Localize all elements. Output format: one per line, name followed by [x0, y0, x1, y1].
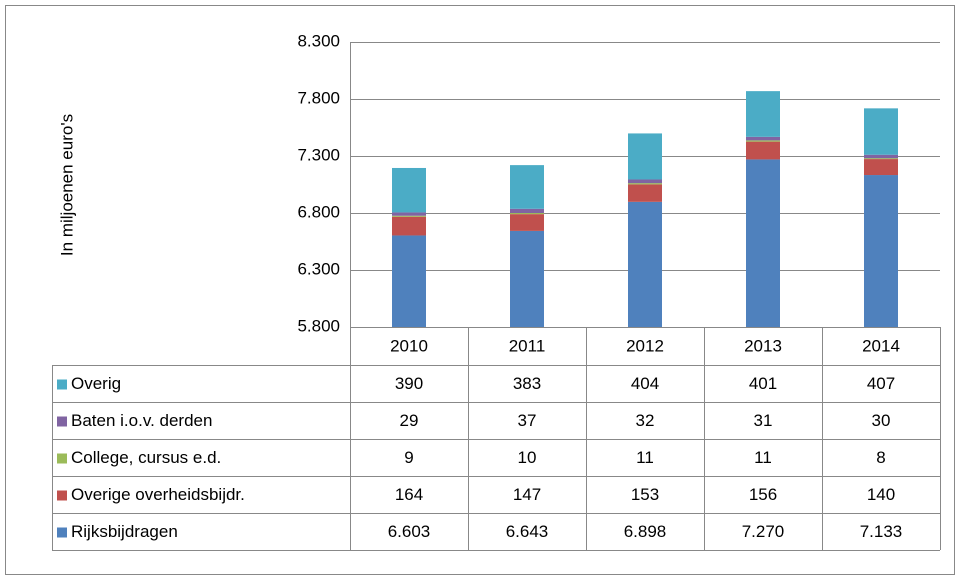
data-label: 390	[395, 374, 423, 393]
data-label: 153	[631, 485, 659, 504]
legend-label: Overige overheidsbijdr.	[71, 485, 245, 504]
data-label: 164	[395, 485, 423, 504]
bar-segment	[864, 158, 898, 160]
data-label: 7.133	[860, 522, 903, 541]
bar-segment	[746, 91, 780, 137]
bar-segment	[392, 167, 426, 213]
bar-segment	[510, 165, 544, 209]
data-label: 29	[400, 411, 419, 430]
bar-segment	[628, 179, 662, 184]
bar-segment	[628, 201, 662, 327]
x-tick-label: 2013	[744, 336, 782, 355]
y-tick-label: 5.800	[297, 316, 340, 335]
data-label: 11	[754, 448, 772, 467]
data-label: 32	[636, 411, 655, 430]
y-axis-title: In miljoenen euro's	[57, 114, 76, 256]
legend-label: College, cursus e.d.	[71, 448, 221, 467]
bar-segment	[864, 108, 898, 155]
data-label: 8	[876, 448, 885, 467]
y-tick-label: 6.300	[297, 259, 340, 278]
x-tick-label: 2010	[390, 336, 428, 355]
x-tick-label: 2011	[509, 336, 546, 355]
legend-label: Baten i.o.v. derden	[71, 411, 212, 430]
data-label: 6.898	[624, 522, 667, 541]
x-tick-label: 2014	[862, 336, 900, 355]
legend-label: Rijksbijdragen	[71, 522, 178, 541]
bar-segment	[392, 216, 426, 236]
data-label: 404	[631, 374, 659, 393]
bar-segment	[628, 133, 662, 180]
data-label: 10	[518, 448, 537, 467]
y-tick-label: 8.300	[297, 31, 340, 50]
bar-segment	[392, 235, 426, 327]
bar-segment	[746, 159, 780, 327]
legend-key	[57, 379, 67, 390]
chart-border	[5, 5, 955, 575]
data-label: 6.603	[388, 522, 431, 541]
legend-key	[57, 490, 67, 501]
bar-segment	[510, 213, 544, 215]
bar-segment	[746, 140, 780, 142]
data-label: 6.643	[506, 522, 549, 541]
data-label: 407	[867, 374, 895, 393]
bar-segment	[864, 154, 898, 159]
data-label: 30	[872, 411, 891, 430]
legend-label: Overig	[71, 374, 121, 393]
data-label: 37	[518, 411, 537, 430]
legend-key	[57, 527, 67, 538]
x-tick-label: 2012	[626, 336, 664, 355]
data-label: 156	[749, 485, 777, 504]
data-label: 383	[513, 374, 541, 393]
legend-key	[57, 416, 67, 427]
data-label: 401	[749, 374, 777, 393]
bar-segment	[864, 159, 898, 176]
legend-key	[57, 453, 67, 464]
bar-segment	[392, 212, 426, 216]
data-label: 140	[867, 485, 895, 504]
data-label: 31	[754, 411, 773, 430]
bar-segment	[746, 136, 780, 141]
data-label: 9	[404, 448, 413, 467]
bar-segment	[864, 175, 898, 327]
data-label: 11	[636, 448, 654, 467]
bar-segment	[628, 184, 662, 202]
data-label: 7.270	[742, 522, 785, 541]
bar-segment	[628, 183, 662, 185]
bar-segment	[510, 230, 544, 327]
bar-segment	[392, 215, 426, 217]
data-label: 147	[513, 485, 541, 504]
y-tick-label: 7.800	[297, 88, 340, 107]
bar-segment	[746, 141, 780, 160]
bar-segment	[510, 208, 544, 213]
y-tick-label: 7.300	[297, 145, 340, 164]
bar-segment	[510, 214, 544, 231]
y-tick-label: 6.800	[297, 202, 340, 221]
